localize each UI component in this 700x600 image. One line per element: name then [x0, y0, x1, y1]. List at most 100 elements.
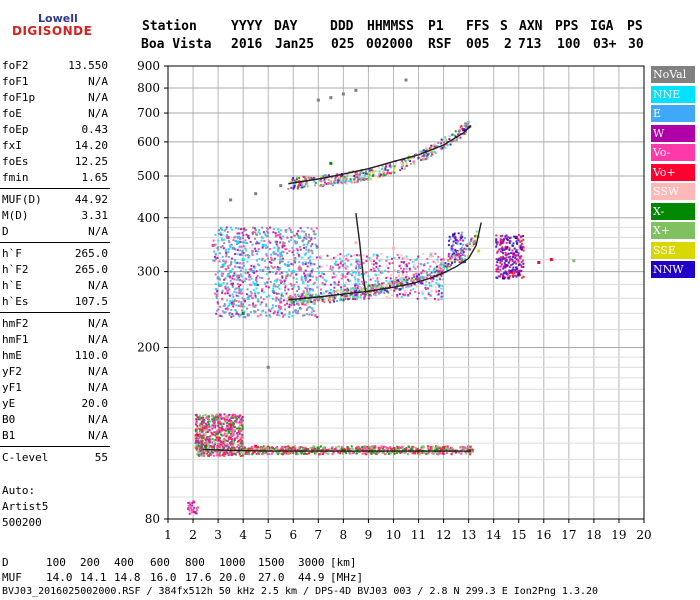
param-fxi: fxI 14.20	[2, 138, 108, 153]
param-name: h`F	[2, 247, 22, 260]
echo-dot	[375, 257, 378, 260]
echo-dot	[365, 172, 368, 175]
echo-dot	[313, 281, 316, 284]
echo-dot	[241, 425, 244, 428]
echo-dot	[319, 445, 322, 448]
echo-dot	[207, 451, 210, 454]
echo-dot	[416, 265, 419, 268]
echo-dot	[219, 231, 222, 234]
echo-dot	[203, 452, 206, 455]
echo-dot	[342, 176, 345, 179]
echo-dot	[238, 292, 241, 295]
echo-dot	[256, 233, 259, 236]
echo-dot	[469, 448, 472, 451]
echo-dot	[206, 437, 209, 440]
echo-dot	[459, 238, 462, 241]
echo-dot	[206, 431, 209, 434]
echo-dot	[228, 437, 231, 440]
echo-dot	[232, 432, 235, 435]
echo-dot	[447, 262, 450, 265]
echo-dot	[307, 273, 310, 276]
echo-dot	[250, 277, 253, 280]
echo-dot	[393, 289, 396, 292]
echo-dot	[356, 284, 359, 287]
echo-dot	[372, 277, 375, 280]
echo-dot	[512, 274, 515, 277]
echo-dot	[241, 262, 244, 265]
echo-dot	[238, 416, 241, 419]
echo-dot	[430, 275, 433, 278]
echo-dot	[206, 435, 209, 438]
footer-value: 17.6	[185, 571, 212, 584]
echo-dot	[428, 147, 431, 150]
echo-dot	[277, 234, 280, 237]
echo-dot	[325, 264, 328, 267]
echo-dot	[308, 178, 311, 181]
echo-dot	[287, 261, 290, 264]
echo-dot	[377, 277, 380, 280]
echo-dot	[514, 266, 517, 269]
param-value: N/A	[88, 91, 108, 104]
echo-dot	[274, 232, 277, 235]
echo-dot	[384, 269, 387, 272]
echo-dot	[300, 278, 303, 281]
echo-dot	[251, 243, 254, 246]
echo-dot	[200, 418, 203, 421]
echo-dot	[216, 415, 219, 418]
echo-dot	[241, 297, 244, 300]
echo-dot	[510, 264, 513, 267]
echo-dot	[502, 265, 505, 268]
echo-dot	[346, 288, 349, 291]
echo-dot	[405, 275, 408, 278]
echo-dot	[237, 295, 240, 298]
echo-dot	[215, 312, 218, 315]
echo-dot	[226, 425, 229, 428]
echo-dot	[200, 428, 203, 431]
echo-dot	[386, 276, 389, 279]
echo-dot	[437, 142, 440, 145]
echo-dot	[403, 449, 406, 452]
echo-dot	[402, 164, 405, 167]
echo-dot	[353, 176, 356, 179]
echo-dot	[518, 274, 521, 277]
echo-dot	[302, 300, 305, 303]
echo-dot	[341, 290, 344, 293]
echo-dot	[360, 289, 363, 292]
echo-dot	[301, 449, 304, 452]
echo-dot	[422, 270, 425, 273]
echo-dot	[509, 269, 512, 272]
echo-dot	[310, 176, 313, 179]
echo-dot	[221, 239, 224, 242]
echo-dot	[403, 166, 406, 169]
echo-dot	[333, 286, 336, 289]
echo-dot	[277, 247, 280, 250]
echo-dot	[233, 274, 236, 277]
echo-dot	[294, 183, 297, 186]
param-name: yF1	[2, 381, 22, 394]
echo-dot	[347, 253, 350, 256]
echo-dot	[456, 241, 459, 244]
header-value-6: 005	[466, 37, 490, 52]
point-e	[304, 276, 308, 280]
echo-dot	[196, 424, 199, 427]
echo-dot	[234, 288, 237, 291]
echo-dot	[197, 453, 200, 456]
param-foes: foEs 12.25	[2, 154, 108, 169]
echo-dot	[336, 182, 339, 185]
echo-dot	[353, 290, 356, 293]
echo-dot	[407, 453, 410, 456]
echo-dot	[252, 281, 255, 284]
echo-dot	[449, 237, 452, 240]
echo-dot	[226, 286, 229, 289]
echo-dot	[272, 266, 275, 269]
echo-dot	[370, 169, 373, 172]
param-value: N/A	[88, 75, 108, 88]
echo-dot	[373, 269, 376, 272]
separator-line	[0, 312, 110, 313]
echo-dot	[237, 237, 240, 240]
echo-dot	[451, 247, 454, 250]
echo-dot	[228, 294, 231, 297]
echo-dot	[427, 447, 430, 450]
echo-dot	[200, 442, 203, 445]
echo-dot	[242, 299, 245, 302]
